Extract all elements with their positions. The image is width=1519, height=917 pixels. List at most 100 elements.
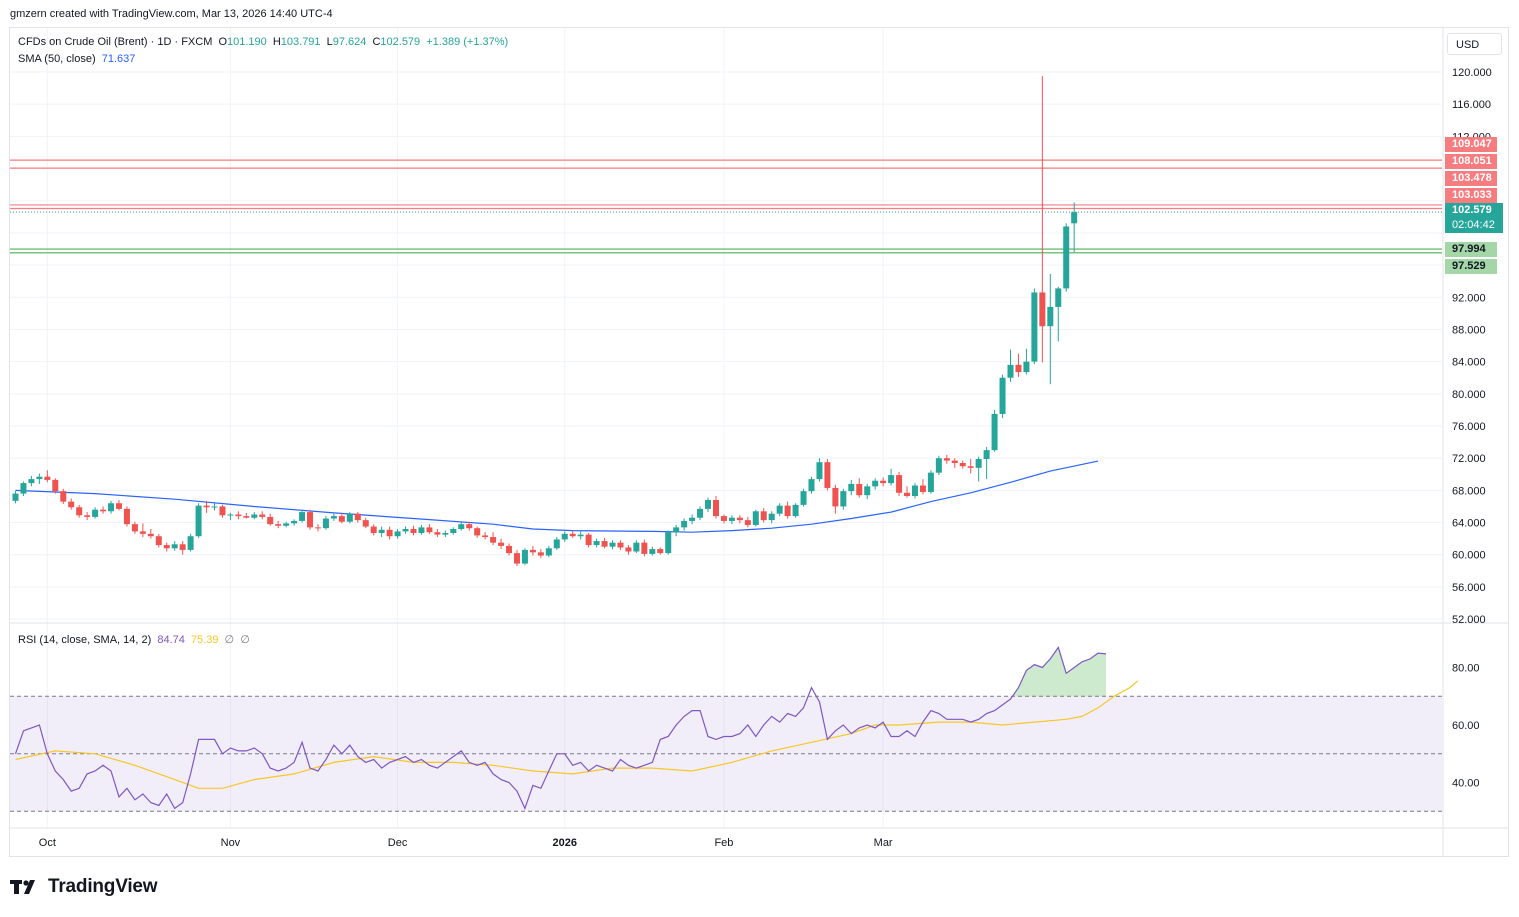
high-value: 103.791 xyxy=(280,36,321,48)
rsi-sma-line xyxy=(15,680,1139,789)
candle-body xyxy=(689,517,696,521)
sma-legend[interactable]: SMA (50, close) 71.637 xyxy=(18,53,138,65)
candle-body xyxy=(92,509,99,517)
candle-body xyxy=(68,501,75,508)
price-tick-label: 84.000 xyxy=(1452,357,1486,369)
candle-body xyxy=(697,508,704,518)
sma-line xyxy=(15,460,1099,533)
time-tick-label: Mar xyxy=(874,837,893,849)
level-tag-97-529: 97.529 xyxy=(1445,259,1497,274)
candle-body xyxy=(983,450,990,459)
candle-body xyxy=(673,527,680,533)
candle-body xyxy=(482,535,489,538)
price-tick-label: 60.000 xyxy=(1452,550,1486,562)
candle-body xyxy=(999,377,1006,414)
candle-body xyxy=(776,505,783,514)
candle-body xyxy=(593,541,600,546)
candle-body xyxy=(1047,306,1054,327)
last-price-tag: 102.579 02:04:42 xyxy=(1445,203,1503,233)
candle-body xyxy=(466,524,473,529)
candle-body xyxy=(975,458,982,468)
candle-body xyxy=(386,529,393,537)
candle-body xyxy=(768,513,775,521)
candle-body xyxy=(147,533,154,537)
level-tag-103-033: 103.033 xyxy=(1445,188,1497,203)
currency-selector[interactable]: USD xyxy=(1447,33,1502,55)
symbol-label[interactable]: CFDs on Crude Oil (Brent) · 1D · FXCM xyxy=(18,36,213,48)
price-tick-label: 116.000 xyxy=(1452,99,1491,111)
candle-body xyxy=(52,479,59,492)
candle-body xyxy=(641,542,648,554)
candle-body xyxy=(20,483,27,494)
candle-body xyxy=(100,509,107,512)
tradingview-logo-text: TradingView xyxy=(48,876,158,897)
candle-body xyxy=(378,529,385,534)
candle-body xyxy=(569,533,576,537)
candle-body xyxy=(649,549,656,554)
rsi-line xyxy=(14,646,1107,811)
close-value: 102.579 xyxy=(380,36,421,48)
rsi-legend[interactable]: RSI (14, close, SMA, 14, 2) 84.74 75.39 … xyxy=(18,633,253,646)
candle-body xyxy=(131,524,138,532)
candle-body xyxy=(872,480,879,487)
chart-frame[interactable] xyxy=(9,27,1509,857)
rsi-extra-1: ∅ xyxy=(224,634,235,646)
level-tag-109: 109.047 xyxy=(1445,137,1497,152)
candle-body xyxy=(1007,364,1014,378)
open-label: O xyxy=(218,36,227,48)
candle-body xyxy=(235,514,242,517)
candle-body xyxy=(259,514,266,517)
candle-body xyxy=(943,458,950,461)
candle-body xyxy=(394,531,401,537)
high-label: H xyxy=(272,36,281,48)
candle-body xyxy=(179,544,186,550)
candle-body xyxy=(108,503,115,512)
time-tick-label: Oct xyxy=(39,837,56,849)
candle-body xyxy=(888,475,895,484)
candle-body xyxy=(227,514,234,516)
candle-body xyxy=(36,476,43,480)
time-tick-label: Feb xyxy=(714,837,733,849)
candle-body xyxy=(705,500,712,509)
level-tag-97-994: 97.994 xyxy=(1445,242,1497,257)
candle-body xyxy=(991,413,998,451)
candle-body xyxy=(44,476,51,480)
price-tick-label: 72.000 xyxy=(1452,453,1486,465)
price-tick-label: 64.000 xyxy=(1452,518,1486,530)
tradingview-logo[interactable]: TradingView xyxy=(10,876,158,898)
bar-countdown: 02:04:42 xyxy=(1452,219,1495,231)
candle-body xyxy=(951,460,958,464)
candle-body xyxy=(601,541,608,547)
candle-body xyxy=(163,545,170,549)
time-tick-label: 2026 xyxy=(552,837,576,849)
candle-body xyxy=(211,506,218,508)
candle-body xyxy=(402,528,409,532)
candle-body xyxy=(458,524,465,529)
candle-body xyxy=(12,493,19,501)
candle-body xyxy=(681,520,688,528)
candle-body xyxy=(927,472,934,492)
candle-body xyxy=(139,531,146,534)
candle-body xyxy=(251,514,258,518)
time-tick-label: Nov xyxy=(221,837,241,849)
candle-body xyxy=(545,548,552,556)
price-tick-label: 56.000 xyxy=(1452,582,1486,594)
candle-body xyxy=(275,524,282,526)
candle-body xyxy=(219,506,226,516)
low-value: 97.624 xyxy=(332,36,367,48)
chart-caption: gmzern created with TradingView.com, Mar… xyxy=(10,8,333,20)
rsi-extra-2: ∅ xyxy=(240,634,250,646)
candle-body xyxy=(28,479,35,484)
candle-body xyxy=(76,507,83,516)
level-tag-108: 108.051 xyxy=(1445,154,1497,169)
candle-body xyxy=(808,479,815,492)
candle-body xyxy=(299,512,306,521)
low-label: L xyxy=(326,36,333,48)
candle-body xyxy=(115,503,122,509)
candle-body xyxy=(792,504,799,517)
candle-body xyxy=(935,458,942,473)
price-tick-label: 92.000 xyxy=(1452,292,1486,304)
candle-body xyxy=(633,542,640,552)
price-tick-label: 52.000 xyxy=(1452,614,1486,626)
